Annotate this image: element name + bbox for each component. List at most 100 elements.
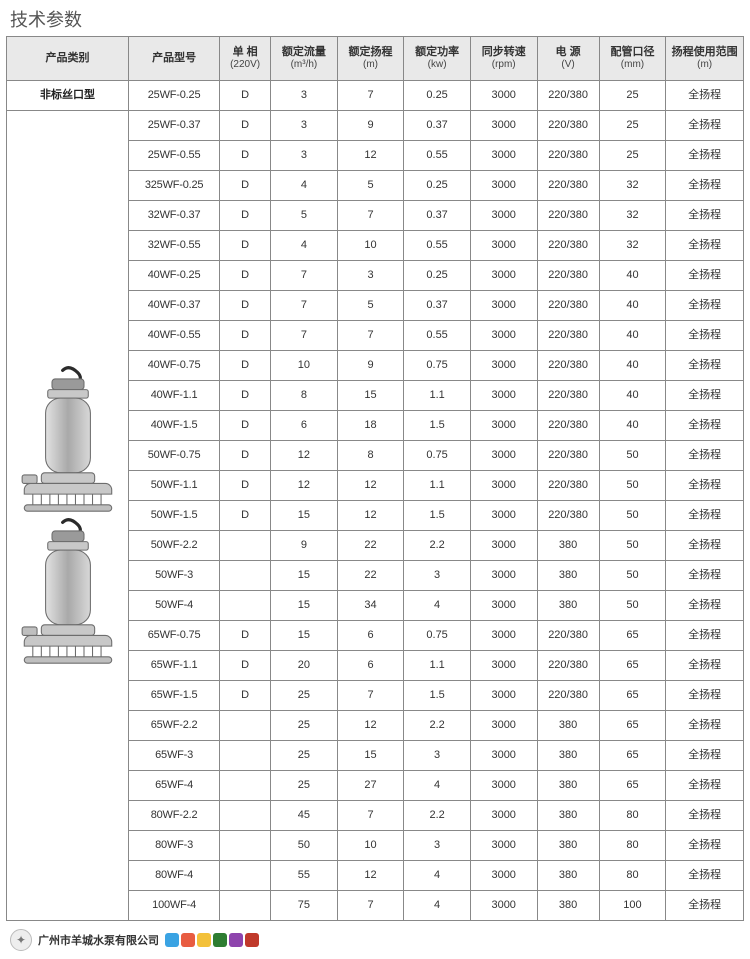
cell-flow: 5: [271, 201, 338, 231]
cell-voltage: 380: [537, 711, 599, 741]
cell-pipe: 40: [599, 261, 666, 291]
cell-phase: D: [220, 501, 271, 531]
cell-phase: D: [220, 291, 271, 321]
table-header-row: 产品类别产品型号单 相(220V)额定流量(m³/h)额定扬程(m)额定功率(k…: [7, 37, 744, 81]
cell-power: 4: [404, 771, 471, 801]
cell-voltage: 220/380: [537, 621, 599, 651]
table-body: 非标丝口型25WF-0.25D370.253000220/38025全扬程25W…: [7, 81, 744, 921]
cell-range: 全扬程: [666, 411, 744, 441]
pump-illustration-icon: [20, 516, 116, 667]
cell-model: 65WF-2.2: [129, 711, 220, 741]
cell-phase: D: [220, 261, 271, 291]
cell-flow: 4: [271, 231, 338, 261]
cell-voltage: 220/380: [537, 441, 599, 471]
cell-power: 1.5: [404, 681, 471, 711]
cell-power: 0.75: [404, 441, 471, 471]
cell-voltage: 220/380: [537, 261, 599, 291]
cell-voltage: 220/380: [537, 501, 599, 531]
cell-voltage: 380: [537, 801, 599, 831]
cell-range: 全扬程: [666, 501, 744, 531]
cert-badge-icon: [245, 933, 259, 947]
cell-model: 65WF-4: [129, 771, 220, 801]
cell-head: 7: [337, 81, 404, 111]
cell-pipe: 65: [599, 741, 666, 771]
cert-badge-icon: [197, 933, 211, 947]
cell-pipe: 65: [599, 681, 666, 711]
col-label: 产品类别: [46, 52, 90, 64]
col-header-head: 额定扬程(m): [337, 37, 404, 81]
cell-pipe: 50: [599, 531, 666, 561]
cell-pipe: 50: [599, 591, 666, 621]
cell-flow: 8: [271, 381, 338, 411]
cell-flow: 45: [271, 801, 338, 831]
col-label: 额定扬程: [349, 46, 393, 58]
cell-voltage: 220/380: [537, 201, 599, 231]
cell-voltage: 380: [537, 561, 599, 591]
cell-flow: 15: [271, 621, 338, 651]
cell-pipe: 40: [599, 351, 666, 381]
cell-flow: 15: [271, 591, 338, 621]
cell-phase: [220, 591, 271, 621]
cell-range: 全扬程: [666, 351, 744, 381]
cell-flow: 10: [271, 351, 338, 381]
cell-phase: D: [220, 411, 271, 441]
cell-head: 9: [337, 111, 404, 141]
cell-voltage: 220/380: [537, 681, 599, 711]
cell-pipe: 32: [599, 171, 666, 201]
cell-phase: D: [220, 681, 271, 711]
cell-range: 全扬程: [666, 141, 744, 171]
cell-pipe: 32: [599, 231, 666, 261]
cell-flow: 75: [271, 891, 338, 921]
cell-head: 12: [337, 711, 404, 741]
cell-power: 1.1: [404, 381, 471, 411]
cell-range: 全扬程: [666, 741, 744, 771]
col-header-model: 产品型号: [129, 37, 220, 81]
cell-voltage: 220/380: [537, 351, 599, 381]
cell-voltage: 220/380: [537, 411, 599, 441]
table-row: 25WF-0.37D390.373000220/38025全扬程: [7, 111, 744, 141]
cell-model: 65WF-0.75: [129, 621, 220, 651]
cell-head: 3: [337, 261, 404, 291]
cell-flow: 7: [271, 291, 338, 321]
cell-rpm: 3000: [470, 741, 537, 771]
cell-pipe: 25: [599, 111, 666, 141]
cell-phase: D: [220, 351, 271, 381]
cell-head: 12: [337, 471, 404, 501]
cell-head: 5: [337, 291, 404, 321]
cell-pipe: 50: [599, 501, 666, 531]
cell-power: 0.55: [404, 321, 471, 351]
company-name: 广州市羊城水泵有限公司: [38, 932, 159, 948]
cell-power: 3: [404, 831, 471, 861]
cell-range: 全扬程: [666, 261, 744, 291]
cell-range: 全扬程: [666, 231, 744, 261]
col-label: 额定流量: [282, 46, 326, 58]
cell-range: 全扬程: [666, 321, 744, 351]
cell-range: 全扬程: [666, 531, 744, 561]
cell-range: 全扬程: [666, 591, 744, 621]
col-label: 产品型号: [152, 52, 196, 64]
cell-flow: 20: [271, 651, 338, 681]
cell-rpm: 3000: [470, 801, 537, 831]
cell-phase: [220, 741, 271, 771]
cell-head: 15: [337, 381, 404, 411]
cell-phase: D: [220, 321, 271, 351]
cell-phase: D: [220, 381, 271, 411]
cell-power: 0.37: [404, 111, 471, 141]
cell-phase: D: [220, 111, 271, 141]
cell-model: 50WF-3: [129, 561, 220, 591]
cell-head: 22: [337, 531, 404, 561]
cell-head: 15: [337, 741, 404, 771]
cell-head: 5: [337, 171, 404, 201]
category-cell: 非标丝口型: [7, 81, 129, 111]
cell-head: 7: [337, 891, 404, 921]
cell-flow: 12: [271, 471, 338, 501]
pump-illustration-icon: [20, 364, 116, 515]
cell-phase: D: [220, 201, 271, 231]
col-sublabel: (V): [539, 59, 598, 71]
cell-voltage: 220/380: [537, 381, 599, 411]
cell-model: 32WF-0.37: [129, 201, 220, 231]
cell-model: 25WF-0.25: [129, 81, 220, 111]
cell-pipe: 50: [599, 561, 666, 591]
cell-rpm: 3000: [470, 621, 537, 651]
cell-pipe: 32: [599, 201, 666, 231]
